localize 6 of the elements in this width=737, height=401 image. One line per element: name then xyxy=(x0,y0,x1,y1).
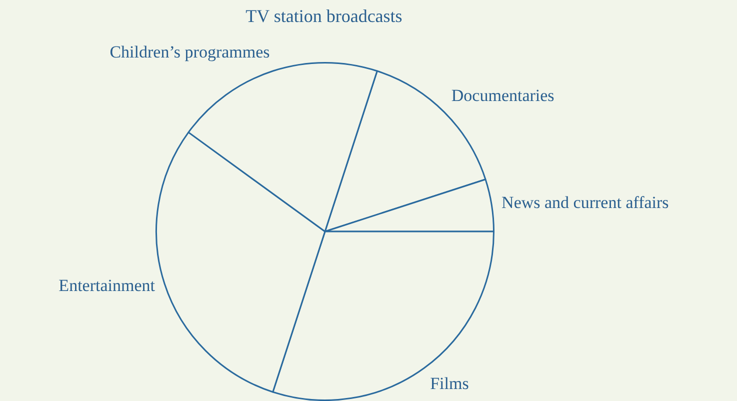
slice-label: News and current affairs xyxy=(502,193,669,212)
chart-title: TV station broadcasts xyxy=(244,6,404,27)
slice-label: Films xyxy=(430,374,469,394)
slice-label: Children’s programmes xyxy=(110,42,270,62)
slice-label: Entertainment xyxy=(58,276,156,296)
slice-label: Documentaries xyxy=(451,86,554,106)
